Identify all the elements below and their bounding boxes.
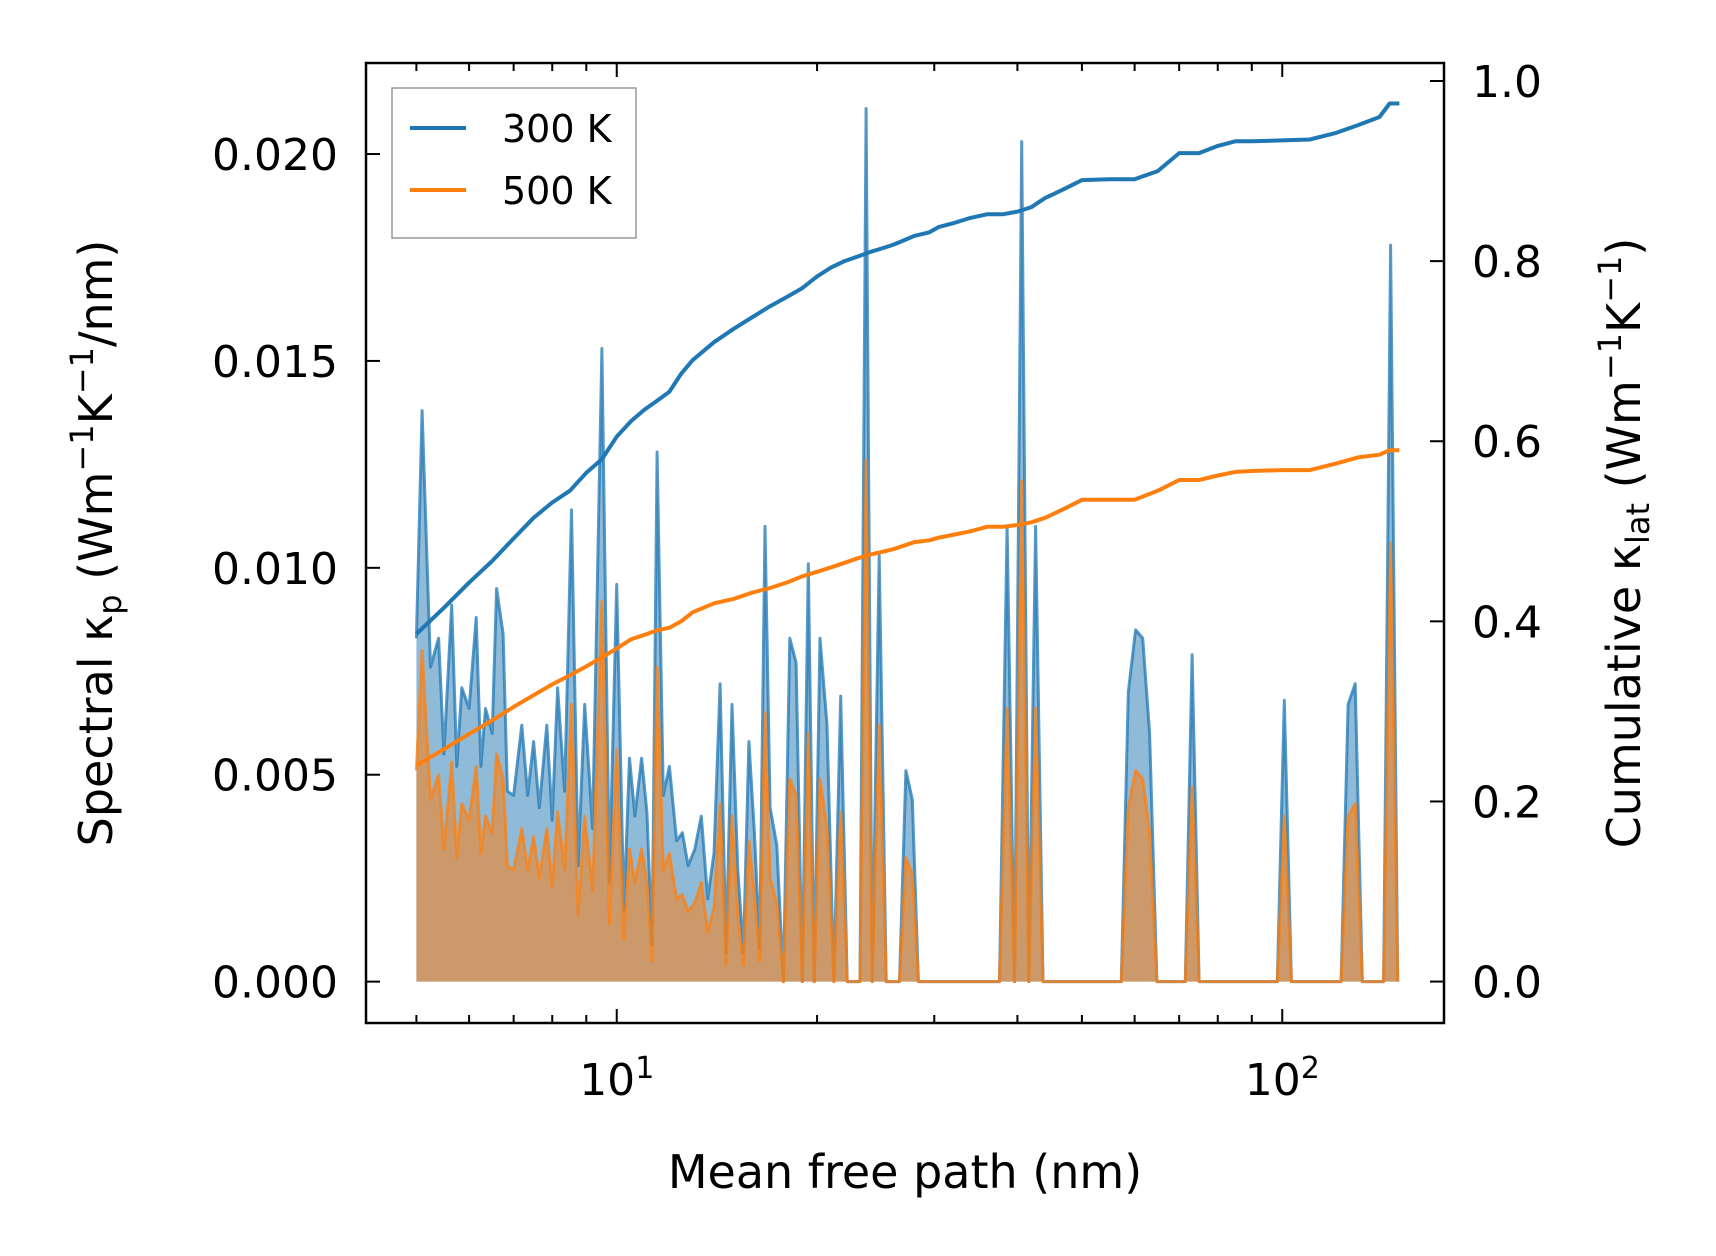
- ticks: [366, 63, 1444, 1023]
- y-tick-label-left: 0.000: [212, 958, 338, 1009]
- y-tick-label-left: 0.015: [212, 337, 338, 388]
- legend-label-300k: 300 K: [502, 107, 613, 151]
- legend-box: [391, 87, 637, 239]
- y-tick-labels-left: 0.000 0.005 0.010 0.015 0.020: [212, 130, 338, 1009]
- x-tick-label: 101: [579, 1051, 654, 1107]
- left-axis-title: Spectral κp (Wm−1K−1/nm): [63, 240, 129, 847]
- y-tick-label-right: 0.2: [1472, 777, 1542, 828]
- spectral-line-500k: [414, 458, 1400, 984]
- y-tick-label-right: 0.8: [1472, 237, 1542, 288]
- y-tick-label-right: 0.0: [1472, 958, 1542, 1009]
- y-tick-label-right: 0.6: [1472, 417, 1542, 468]
- cumulative-line-300k: [415, 101, 1400, 636]
- plot-area: [414, 101, 1400, 984]
- legend: 300 K 500 K: [391, 87, 637, 239]
- x-tick-labels: 101 102: [579, 1051, 1320, 1107]
- spectral-fill-500k: [416, 460, 1398, 982]
- y-tick-label-left: 0.005: [212, 751, 338, 802]
- y-tick-label-right: 0.4: [1472, 597, 1542, 648]
- y-tick-label-left: 0.020: [212, 130, 338, 181]
- plot-frame: [364, 61, 1446, 1025]
- y-tick-labels-right: 0.0 0.2 0.4 0.6 0.8 1.0: [1472, 57, 1542, 1009]
- legend-label-500k: 500 K: [502, 169, 613, 213]
- x-tick-label: 102: [1245, 1051, 1320, 1107]
- cumulative-line-500k: [415, 448, 1400, 768]
- right-axis-title: Cumulative κlat (Wm−1K−1): [1591, 238, 1657, 849]
- y-tick-label-right: 1.0: [1472, 57, 1542, 108]
- y-tick-label-left: 0.010: [212, 544, 338, 595]
- x-axis-title: Mean free path (nm): [668, 1145, 1142, 1199]
